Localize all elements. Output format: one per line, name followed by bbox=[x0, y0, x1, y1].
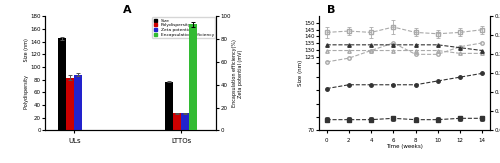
Y-axis label: Polydispersity         Size (nm): Polydispersity Size (nm) bbox=[24, 38, 29, 109]
Bar bbox=[74, 75, 82, 130]
Y-axis label: Encapsulation efficiency(%)
Zeta potential (mV): Encapsulation efficiency(%) Zeta potenti… bbox=[232, 39, 243, 107]
Y-axis label: Size (nm): Size (nm) bbox=[298, 60, 303, 87]
X-axis label: Time (weeks): Time (weeks) bbox=[386, 144, 423, 149]
Bar bbox=[66, 78, 74, 130]
Bar bbox=[190, 24, 198, 130]
Text: B: B bbox=[328, 5, 336, 15]
Bar bbox=[174, 113, 182, 130]
Bar bbox=[166, 82, 173, 130]
Text: A: A bbox=[123, 5, 132, 15]
Bar bbox=[58, 38, 66, 130]
Legend: Size, Polydispersity, Zeta potential, Encapsulation efficiency: Size, Polydispersity, Zeta potential, En… bbox=[152, 17, 216, 38]
Bar bbox=[182, 113, 190, 130]
